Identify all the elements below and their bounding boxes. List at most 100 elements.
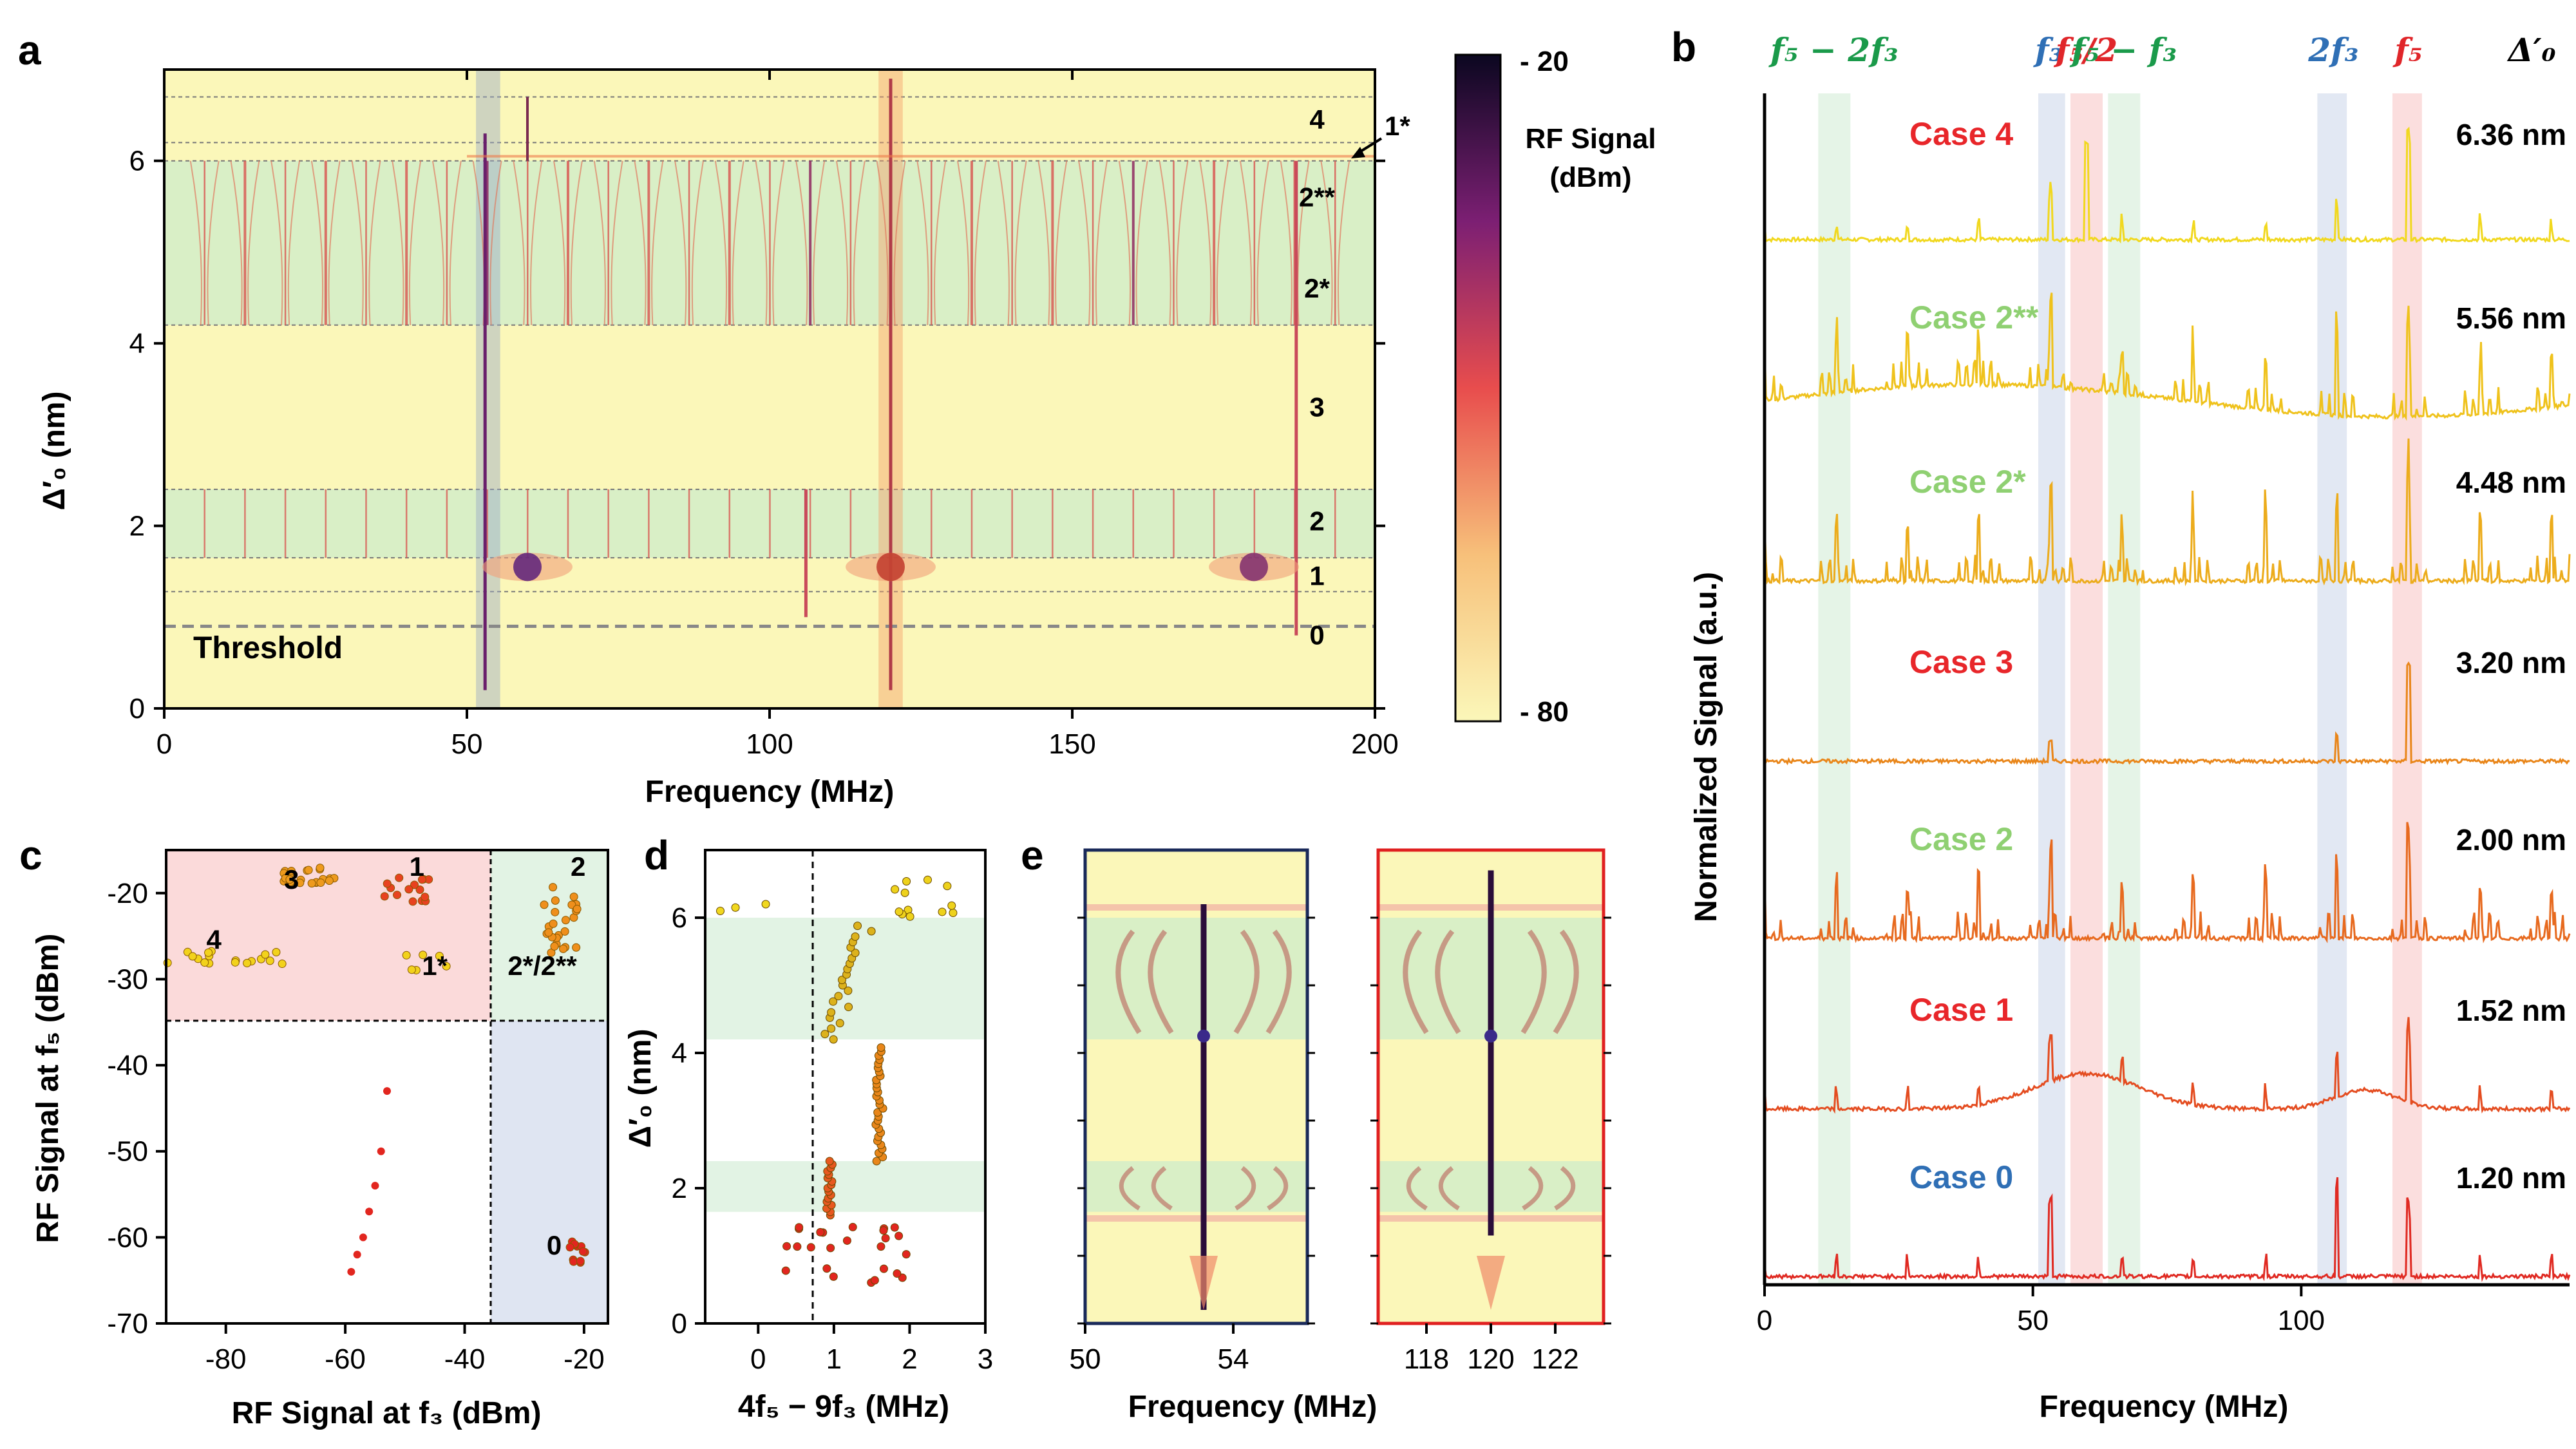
scatter-d-point	[881, 1234, 890, 1243]
heatmap-a-comb-curve	[247, 160, 260, 325]
region-label: 2**	[1299, 182, 1336, 212]
scatter-d-green-band	[705, 1161, 985, 1212]
heatmap-e-xtick-label: 50	[1070, 1343, 1101, 1375]
scatter-c-ytick-label: -20	[107, 878, 148, 909]
scatter-c-xtick-label: -60	[325, 1343, 366, 1375]
heatmap-a-comb-curve	[1199, 160, 1212, 325]
scatter-c-point	[371, 1182, 379, 1190]
arrow-1star-head	[1351, 147, 1365, 158]
scatter-c-point	[393, 891, 402, 900]
spectrum-delta-label: 2.00 nm	[2456, 823, 2566, 857]
heatmap-e-petal	[1151, 1166, 1173, 1211]
spectrum-case-label: Case 0	[1909, 1159, 2013, 1195]
scatter-c-point	[540, 900, 549, 909]
scatter-d-point	[879, 1264, 888, 1273]
heatmap-e-petal	[1267, 1166, 1289, 1211]
scatter-d-point	[731, 903, 740, 912]
spectra-b-xlabel: Frequency (MHz)	[2040, 1390, 2289, 1424]
scatter-d-point	[923, 875, 933, 884]
scatter-c-point	[578, 1247, 587, 1256]
heatmap-e-petal	[1148, 929, 1174, 1034]
scatter-c-point	[407, 965, 416, 974]
heatmap-a-comb-curve	[755, 160, 768, 325]
scatter-c-point	[243, 958, 252, 967]
heatmap-a-comb-curve	[1337, 160, 1350, 325]
scatter-c-point	[353, 1251, 361, 1259]
panel-letter-c: c	[19, 832, 43, 878]
scatter-c-cluster-label: 3	[284, 864, 299, 895]
scatter-d-point	[938, 907, 947, 916]
heatmap-a-ylabel: Δ′₀ (nm)	[37, 392, 71, 511]
heatmap-a-comb-curve	[230, 160, 243, 325]
heatmap-e-petal	[1406, 1166, 1428, 1211]
spectra-b-band	[2317, 93, 2347, 1285]
scatter-c-point	[435, 951, 444, 960]
spectra-b-series: Case 4 6.36 nm Case 2** 5.56 nm Case 2* 4.48 …	[1763, 116, 2571, 1282]
region-label: 3	[1309, 392, 1324, 422]
scatter-d-ytick-label: 0	[672, 1308, 687, 1340]
heatmap-a-comb-curve	[795, 160, 808, 325]
scatter-c-point	[204, 948, 213, 957]
heatmap-a-comb-curve	[997, 160, 1010, 325]
panel-d: d 0 1 2 3 0 2 4 6 4f₅ − 9f₃ (MHz) Δ′₀ (nm)	[623, 832, 993, 1424]
heatmap-a-comb-curve	[1280, 160, 1293, 325]
scatter-d-ytick-label: 4	[672, 1037, 687, 1069]
scatter-d-point	[879, 1226, 888, 1235]
scatter-d-xtick-label: 3	[978, 1343, 993, 1375]
heatmap-a-comb-curve	[431, 160, 445, 325]
scatter-c-xtick-label: -80	[205, 1343, 247, 1375]
heatmap-a-comb-curve	[674, 160, 687, 325]
heatmap-a-comb-curve	[1216, 160, 1229, 325]
scatter-c-ytick-label: -40	[107, 1050, 148, 1081]
scatter-c-point	[561, 916, 570, 925]
heatmap-e-petal	[1115, 929, 1142, 1034]
scatter-d-point	[716, 907, 725, 915]
scatter-d-point	[834, 992, 843, 1001]
scatter-d-point	[905, 912, 914, 921]
scatter-c-point	[569, 1257, 578, 1266]
scatter-c-xlabel: RF Signal at f₃ (dBm)	[232, 1396, 542, 1430]
scatter-d-point	[943, 882, 952, 891]
scatter-d-point	[893, 1269, 902, 1278]
heatmap-a-comb-curve	[530, 160, 543, 325]
scatter-d-point	[949, 909, 958, 918]
spectra-b-header: f₅ − f₃	[2070, 31, 2177, 69]
scatter-d-point	[902, 1250, 911, 1259]
scatter-d-bands	[705, 918, 985, 1212]
heatmap-e-fan	[1477, 1256, 1505, 1310]
heatmap-a-comb-curve	[328, 160, 341, 325]
heatmap-e-node	[1197, 1029, 1210, 1043]
spectrum-case-label: Case 2*	[1909, 464, 2026, 500]
spectra-b-header: 2f₃	[2307, 31, 2358, 69]
scatter-c-point	[163, 958, 172, 967]
heatmap-a-blob-core	[1240, 553, 1268, 582]
heatmap-a-ytick-label: 0	[129, 693, 145, 724]
heatmap-a-comb-curve	[368, 160, 381, 325]
heatmap-a-comb-curve	[1320, 160, 1333, 325]
heatmap-a-comb-curve	[1095, 160, 1108, 325]
scatter-c-point	[365, 1208, 374, 1216]
scatter-c-point	[417, 875, 426, 884]
scatter-d-point	[872, 1157, 881, 1166]
scatter-d-point	[890, 1223, 899, 1232]
scatter-c-blue-region	[491, 1021, 608, 1323]
heatmap-e-petal	[1235, 1166, 1256, 1211]
spectra-b-ylabel: Normalized Signal (a.u.)	[1689, 572, 1723, 922]
spectra-b-band	[1818, 93, 1851, 1285]
heatmap-a-comb-curve	[916, 160, 929, 325]
colorbar-title-2: (dBm)	[1549, 162, 1631, 193]
scatter-c-point	[560, 927, 569, 936]
scatter-d-point	[822, 1264, 831, 1273]
scatter-c-point	[383, 1087, 391, 1095]
heatmap-a-ytick-label: 2	[129, 511, 145, 542]
threshold-label: Threshold	[193, 631, 343, 665]
scatter-d-point	[902, 877, 911, 886]
spectrum-case-label: Case 1	[1909, 992, 2013, 1028]
scatter-d-axes: 0 1 2 3 0 2 4 6	[672, 902, 994, 1375]
region-label: 1	[1309, 561, 1324, 591]
scatter-c-point	[576, 1256, 585, 1265]
scatter-c-point	[287, 866, 296, 875]
scatter-d-ylabel: Δ′₀ (nm)	[623, 1029, 658, 1148]
heatmap-a-comb-curve	[1118, 160, 1132, 325]
heatmap-a-xtick-label: 200	[1351, 728, 1398, 760]
